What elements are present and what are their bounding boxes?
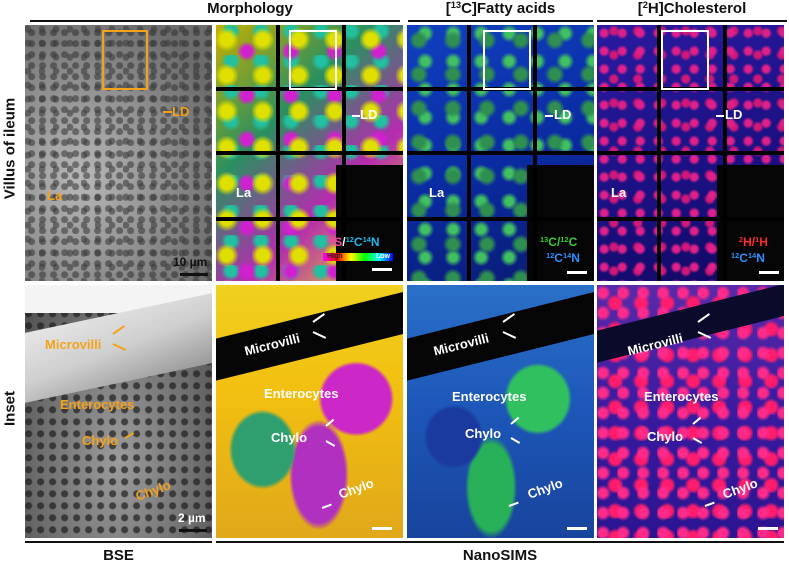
scalebar	[758, 527, 778, 530]
nanosims-fatty-acids-inset: Microvilli Enterocytes Chylo Chylo	[407, 285, 594, 538]
tile-seam	[407, 217, 594, 221]
scalebar	[567, 527, 587, 530]
ld-pointer	[352, 115, 360, 117]
header-cholesterol-rule	[597, 20, 787, 22]
footer-bse: BSE	[103, 547, 134, 564]
label-la: La	[236, 185, 252, 200]
tile-seam	[216, 217, 403, 221]
label-microvilli: Microvilli	[45, 337, 102, 352]
row-label-villus: Villus of ileum	[1, 97, 19, 200]
footer-nanosims-rule	[216, 541, 784, 543]
ld-pointer	[716, 115, 724, 117]
ratio-label-ch-1: 2H/1H	[739, 234, 768, 249]
chylo-pointer	[321, 503, 332, 509]
scalebar	[372, 268, 392, 271]
lumen-region	[407, 288, 594, 384]
lumen-region	[216, 288, 403, 384]
nanosims-morphology-inset: Microvilli Enterocytes Chylo Chylo	[216, 285, 403, 538]
label-la: La	[47, 188, 63, 203]
header-morphology-rule	[30, 20, 400, 22]
tile-seam	[597, 151, 784, 155]
background-region	[527, 165, 594, 281]
scalebar-label-bottom: 2 µm	[178, 511, 206, 525]
label-enterocytes: Enterocytes	[644, 389, 719, 404]
inset-marker-box	[102, 30, 148, 90]
label-chylo: Chylo	[133, 477, 173, 504]
tile-seam	[216, 151, 403, 155]
nanosims-morphology-villus: LD La 32S/12C14N High Low	[216, 25, 403, 281]
chylo-pointer	[704, 501, 715, 507]
nanosims-cholesterol-inset: Microvilli Enterocytes Chylo Chylo	[597, 285, 784, 538]
ratio-label-fa-2: 12C14N	[546, 250, 580, 265]
label-chylo: Chylo	[82, 433, 119, 448]
header-fatty-acids-rule	[408, 20, 593, 22]
ratio-label-ch-2: 12C14N	[731, 250, 765, 265]
ld-pointer	[545, 115, 553, 117]
label-enterocytes: Enterocytes	[60, 397, 135, 412]
inset-marker-box	[661, 30, 709, 90]
tile-seam	[407, 151, 594, 155]
label-chylo: Chylo	[720, 475, 760, 502]
bse-inset-image: Microvilli Enterocytes Chylo Chylo 2 µm	[25, 285, 212, 538]
label-ld: LD	[172, 104, 190, 119]
scalebar	[759, 271, 779, 274]
label-la: La	[429, 185, 445, 200]
scalebar	[372, 527, 392, 530]
nanosims-cholesterol-villus: LD La 2H/1H 12C14N	[597, 25, 784, 281]
header-cholesterol: [2H]Cholesterol	[637, 0, 747, 17]
label-chylo: Chylo	[336, 475, 376, 502]
label-chylo: Chylo	[647, 429, 684, 444]
ld-pointer	[163, 111, 172, 113]
label-chylo: Chylo	[525, 475, 565, 502]
ratio-label-fa-1: 13C/12C	[540, 234, 578, 249]
chylo-pointer	[692, 416, 702, 425]
chylo-pointer	[508, 501, 519, 507]
scalebar-bottom	[179, 529, 207, 532]
ratio-label-morph: 32S/12C14N	[326, 234, 380, 249]
label-enterocytes: Enterocytes	[264, 386, 339, 401]
label-enterocytes: Enterocytes	[452, 389, 527, 404]
footer-bse-rule	[25, 541, 212, 543]
label-chylo: Chylo	[271, 430, 308, 445]
footer-nanosims: NanoSIMS	[462, 547, 538, 564]
scalebar-label-top: 10 µm	[173, 255, 208, 269]
scalebar	[567, 271, 587, 274]
label-ld: LD	[725, 107, 743, 122]
inset-marker-box	[289, 30, 337, 90]
chylo-pointer	[124, 432, 135, 439]
label-la: La	[611, 185, 627, 200]
lumen-region	[597, 285, 784, 366]
header-morphology: Morphology	[207, 0, 293, 17]
label-ld: LD	[554, 107, 572, 122]
chylo-pointer	[510, 437, 521, 444]
label-ld: LD	[360, 107, 378, 122]
nanosims-fatty-acids-villus: LD La 13C/12C 12C14N	[407, 25, 594, 281]
row-label-inset: Inset	[1, 391, 19, 427]
chylo-pointer	[325, 440, 336, 447]
chylo-pointer	[325, 418, 335, 427]
tile-seam	[597, 217, 784, 221]
chylo-pointer	[510, 416, 520, 425]
colorbar-low: Low	[376, 253, 390, 260]
background-region	[336, 165, 403, 281]
background-region	[717, 165, 784, 281]
header-fatty-acids: [13C]Fatty acids	[445, 0, 556, 17]
inset-marker-box	[483, 30, 531, 90]
bse-villus-image: LD La 10 µm	[25, 25, 212, 281]
scalebar-top	[180, 273, 208, 276]
chylo-pointer	[692, 437, 703, 444]
label-chylo: Chylo	[465, 426, 502, 441]
colorbar-high: High	[327, 253, 343, 260]
colorbar	[323, 253, 393, 261]
